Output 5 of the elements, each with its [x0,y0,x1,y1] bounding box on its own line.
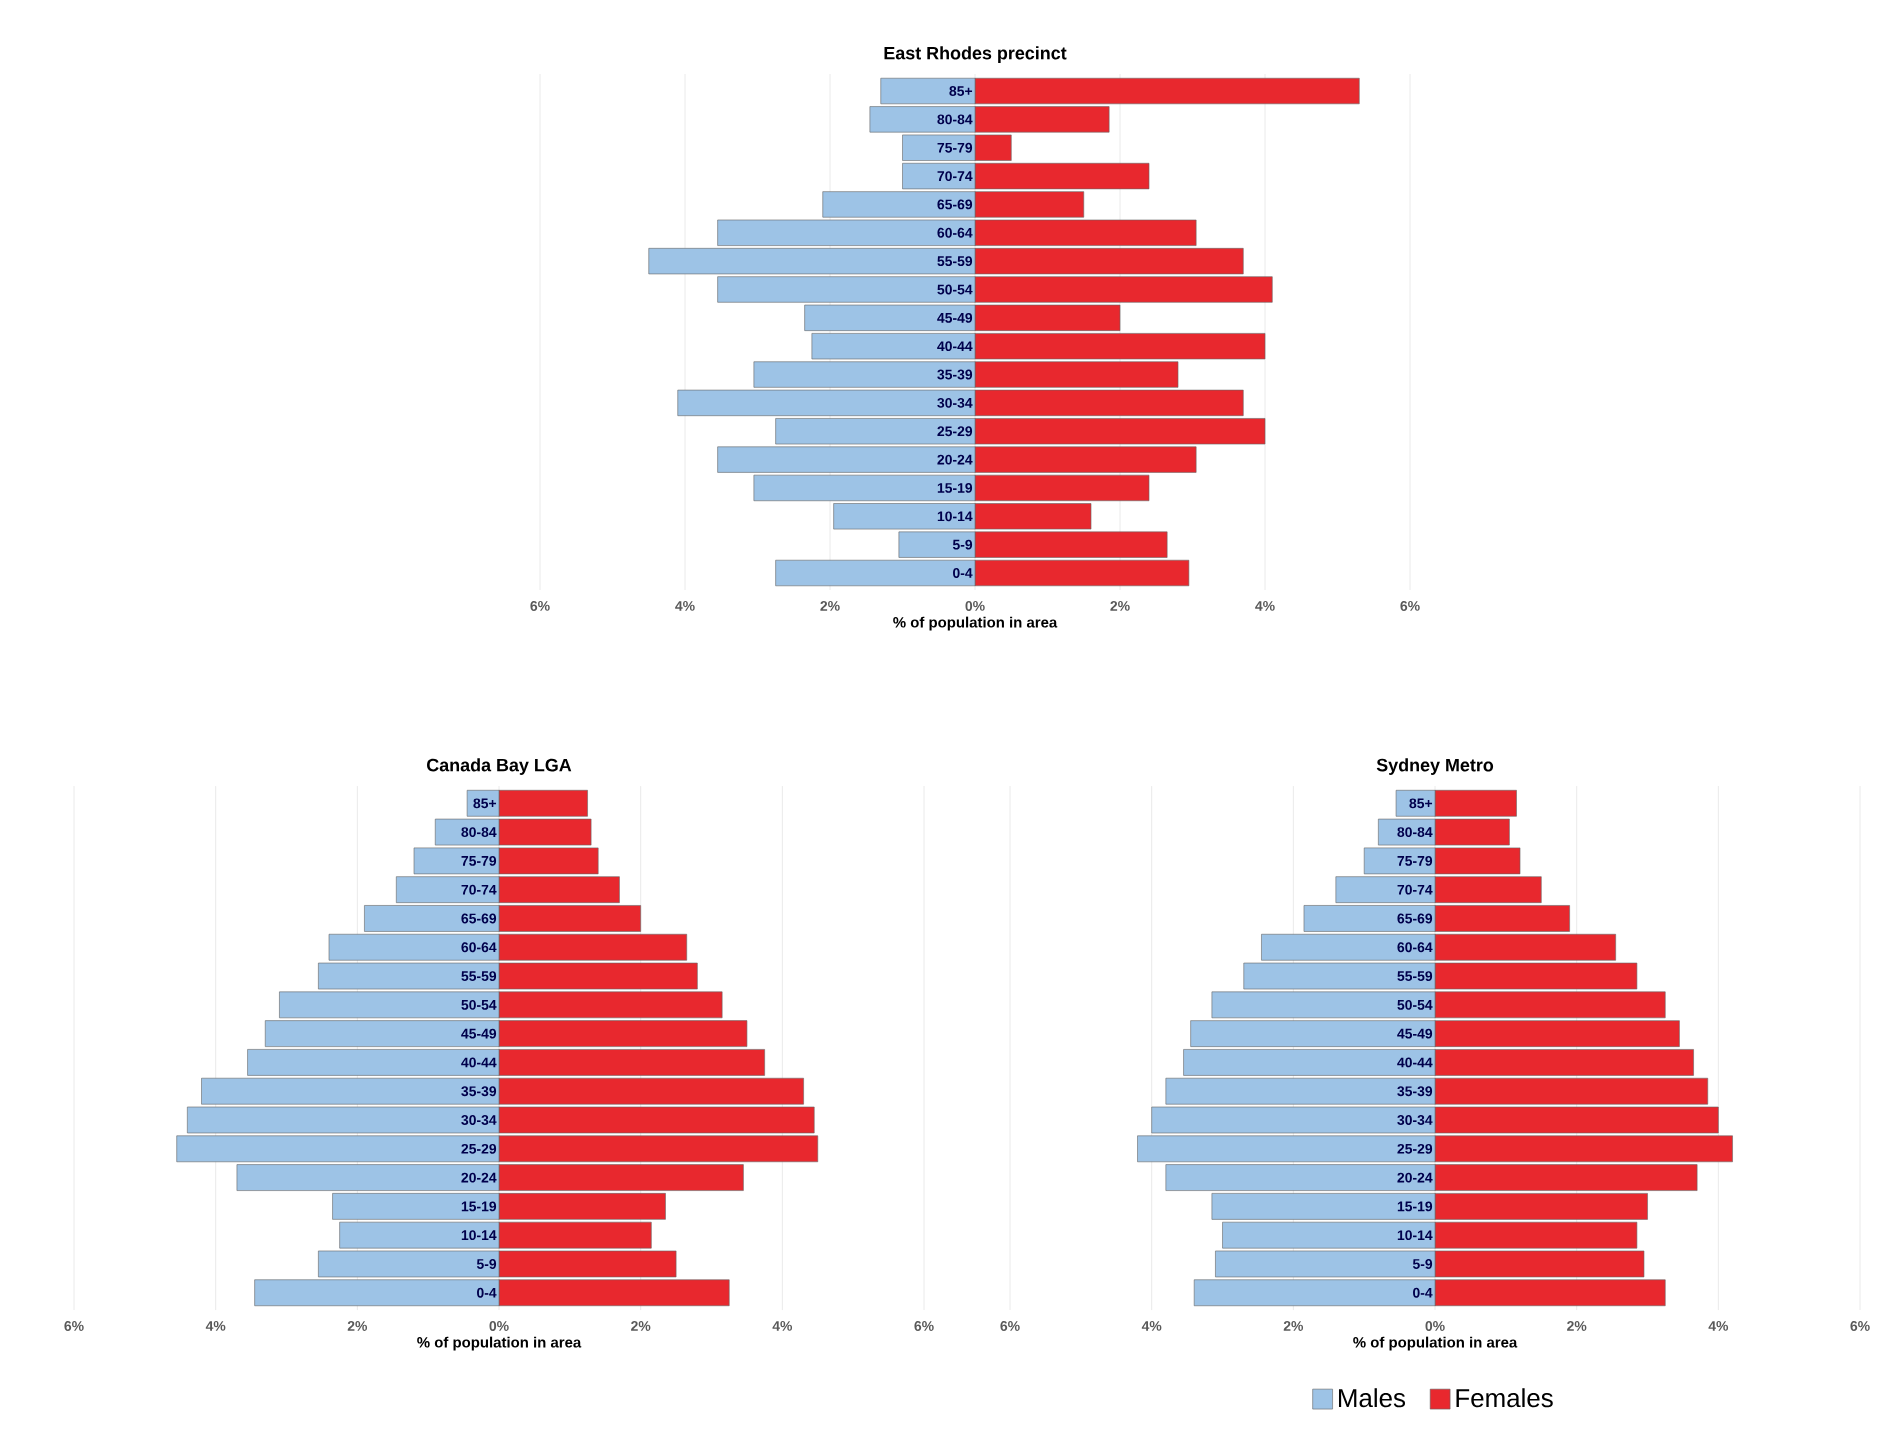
legend-label: Males [1338,1388,1406,1408]
legend-label: Females [1456,1388,1553,1408]
chart-title: Canada Bay LGA [427,758,572,775]
chart-title: East Rhodes precinct [884,46,1067,63]
chart-title: Sydney Metro [1376,758,1494,775]
